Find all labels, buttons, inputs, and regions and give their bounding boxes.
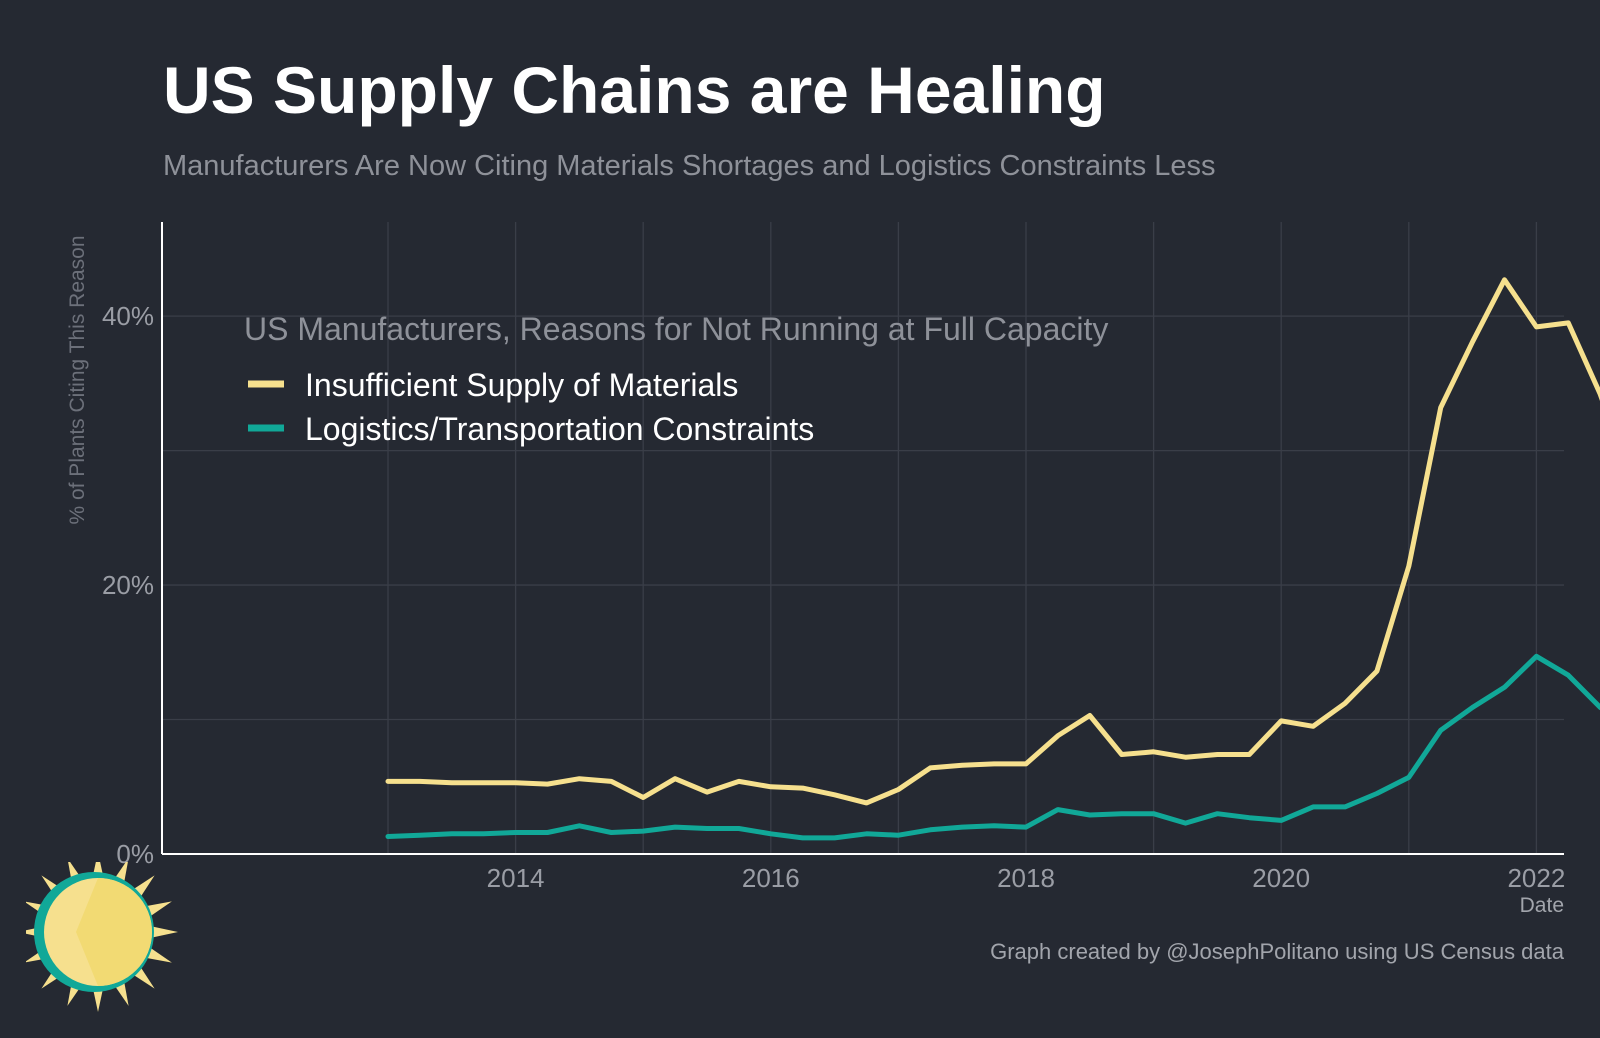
legend-label-logistics: Logistics/Transportation Constraints (305, 411, 814, 447)
tick-labels: 0% 20% 40% 2014 2016 2018 2020 2022 (102, 301, 1565, 893)
series-lines (385, 277, 1600, 841)
source-caption: Graph created by @JosephPolitano using U… (990, 939, 1564, 964)
y-tick-label: 0% (116, 839, 154, 869)
chart-title: US Supply Chains are Healing (163, 53, 1106, 127)
legend-title: US Manufacturers, Reasons for Not Runnin… (244, 311, 1108, 347)
legend: US Manufacturers, Reasons for Not Runnin… (244, 311, 1108, 447)
legend-label-materials: Insufficient Supply of Materials (305, 367, 738, 403)
y-tick-label: 40% (102, 301, 154, 331)
x-tick-label: 2020 (1252, 863, 1310, 893)
x-axis-label: Date (1520, 894, 1564, 917)
logo-sun-shade (76, 878, 152, 986)
y-tick-label: 20% (102, 570, 154, 600)
x-tick-label: 2018 (997, 863, 1055, 893)
series-line-logistics (385, 653, 1600, 841)
series-line-materials (385, 277, 1600, 806)
sun-logo-icon (26, 862, 178, 1012)
x-tick-label: 2022 (1507, 863, 1565, 893)
y-axis-label: % of Plants Citing This Reason (66, 235, 89, 524)
x-tick-label: 2014 (487, 863, 545, 893)
sun-ray (147, 925, 178, 939)
x-tick-label: 2016 (742, 863, 800, 893)
grid (162, 222, 1564, 855)
chart-subtitle: Manufacturers Are Now Citing Materials S… (163, 150, 1216, 182)
